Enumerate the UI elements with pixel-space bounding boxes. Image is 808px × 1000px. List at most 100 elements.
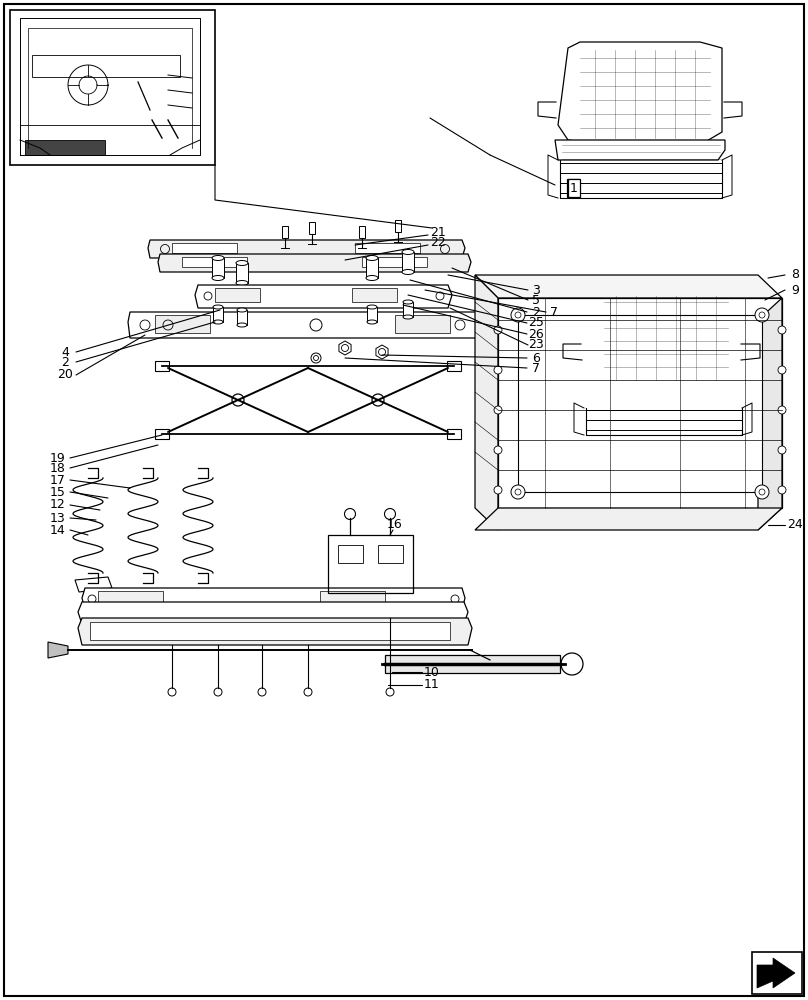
Text: 4: 4: [61, 346, 69, 359]
Polygon shape: [195, 285, 452, 308]
Text: 9: 9: [791, 284, 799, 296]
Text: 10: 10: [424, 666, 440, 678]
Polygon shape: [212, 258, 224, 278]
Circle shape: [759, 312, 765, 318]
Text: 7: 7: [550, 306, 558, 318]
Circle shape: [168, 688, 176, 696]
Bar: [90, 622, 450, 640]
Polygon shape: [75, 577, 112, 592]
Circle shape: [511, 485, 525, 499]
Polygon shape: [583, 388, 742, 408]
Bar: [10, 10, 215, 165]
Text: 1: 1: [570, 182, 578, 194]
Text: 6: 6: [532, 352, 540, 364]
Bar: [359, 226, 365, 238]
Circle shape: [759, 489, 765, 495]
Text: 14: 14: [50, 524, 66, 536]
Polygon shape: [518, 315, 762, 492]
Polygon shape: [498, 298, 782, 508]
Polygon shape: [158, 254, 471, 272]
Ellipse shape: [212, 255, 224, 260]
Ellipse shape: [213, 320, 223, 324]
Circle shape: [494, 446, 502, 454]
Bar: [155, 429, 169, 439]
Bar: [338, 545, 363, 563]
Circle shape: [494, 486, 502, 494]
Polygon shape: [558, 42, 722, 148]
Circle shape: [494, 406, 502, 414]
Bar: [32, 55, 180, 77]
Polygon shape: [403, 302, 413, 317]
Bar: [378, 545, 403, 563]
Text: 11: 11: [424, 678, 440, 692]
Ellipse shape: [366, 275, 378, 280]
Polygon shape: [367, 307, 377, 322]
Polygon shape: [128, 312, 505, 338]
Ellipse shape: [367, 320, 377, 324]
Ellipse shape: [236, 280, 248, 286]
Polygon shape: [48, 642, 68, 658]
Bar: [395, 315, 450, 333]
Circle shape: [386, 688, 394, 696]
Ellipse shape: [402, 249, 414, 254]
Text: 5: 5: [532, 294, 540, 306]
Circle shape: [755, 485, 769, 499]
Text: 23: 23: [528, 338, 544, 352]
Text: 16: 16: [387, 518, 403, 530]
Circle shape: [778, 326, 786, 334]
Bar: [447, 429, 461, 439]
Bar: [447, 361, 461, 371]
Text: 25: 25: [528, 316, 544, 330]
Ellipse shape: [403, 315, 413, 319]
Ellipse shape: [212, 275, 224, 280]
Circle shape: [214, 688, 222, 696]
Circle shape: [778, 446, 786, 454]
Polygon shape: [402, 252, 414, 272]
Polygon shape: [583, 289, 740, 394]
Polygon shape: [555, 140, 725, 160]
Circle shape: [561, 653, 583, 675]
Bar: [385, 655, 560, 673]
Circle shape: [515, 312, 521, 318]
Text: 2: 2: [532, 306, 540, 318]
Polygon shape: [475, 275, 498, 530]
Circle shape: [385, 508, 395, 520]
Text: 18: 18: [50, 462, 66, 475]
Text: 8: 8: [791, 268, 799, 282]
Bar: [328, 535, 413, 593]
Bar: [362, 257, 427, 267]
Polygon shape: [757, 958, 795, 988]
Circle shape: [515, 489, 521, 495]
Polygon shape: [148, 240, 465, 258]
Bar: [215, 288, 260, 302]
Ellipse shape: [236, 260, 248, 265]
Polygon shape: [25, 140, 105, 155]
Bar: [98, 591, 163, 605]
Text: 21: 21: [430, 226, 446, 238]
Text: 3: 3: [532, 284, 540, 296]
Circle shape: [778, 406, 786, 414]
Polygon shape: [366, 258, 378, 278]
Polygon shape: [78, 602, 468, 624]
Ellipse shape: [213, 305, 223, 309]
Polygon shape: [376, 345, 388, 359]
Circle shape: [258, 688, 266, 696]
Text: 20: 20: [57, 368, 73, 381]
Circle shape: [494, 366, 502, 374]
Polygon shape: [78, 618, 472, 645]
Polygon shape: [82, 588, 465, 610]
Circle shape: [755, 308, 769, 322]
Text: 17: 17: [50, 474, 66, 487]
Circle shape: [344, 508, 356, 520]
Ellipse shape: [367, 305, 377, 309]
Text: 19: 19: [50, 452, 66, 464]
Circle shape: [494, 326, 502, 334]
Ellipse shape: [237, 308, 247, 312]
Bar: [155, 315, 210, 333]
Polygon shape: [475, 508, 782, 530]
Bar: [352, 288, 397, 302]
Bar: [182, 257, 247, 267]
Text: 7: 7: [532, 361, 540, 374]
Circle shape: [778, 486, 786, 494]
Text: 2: 2: [61, 356, 69, 368]
